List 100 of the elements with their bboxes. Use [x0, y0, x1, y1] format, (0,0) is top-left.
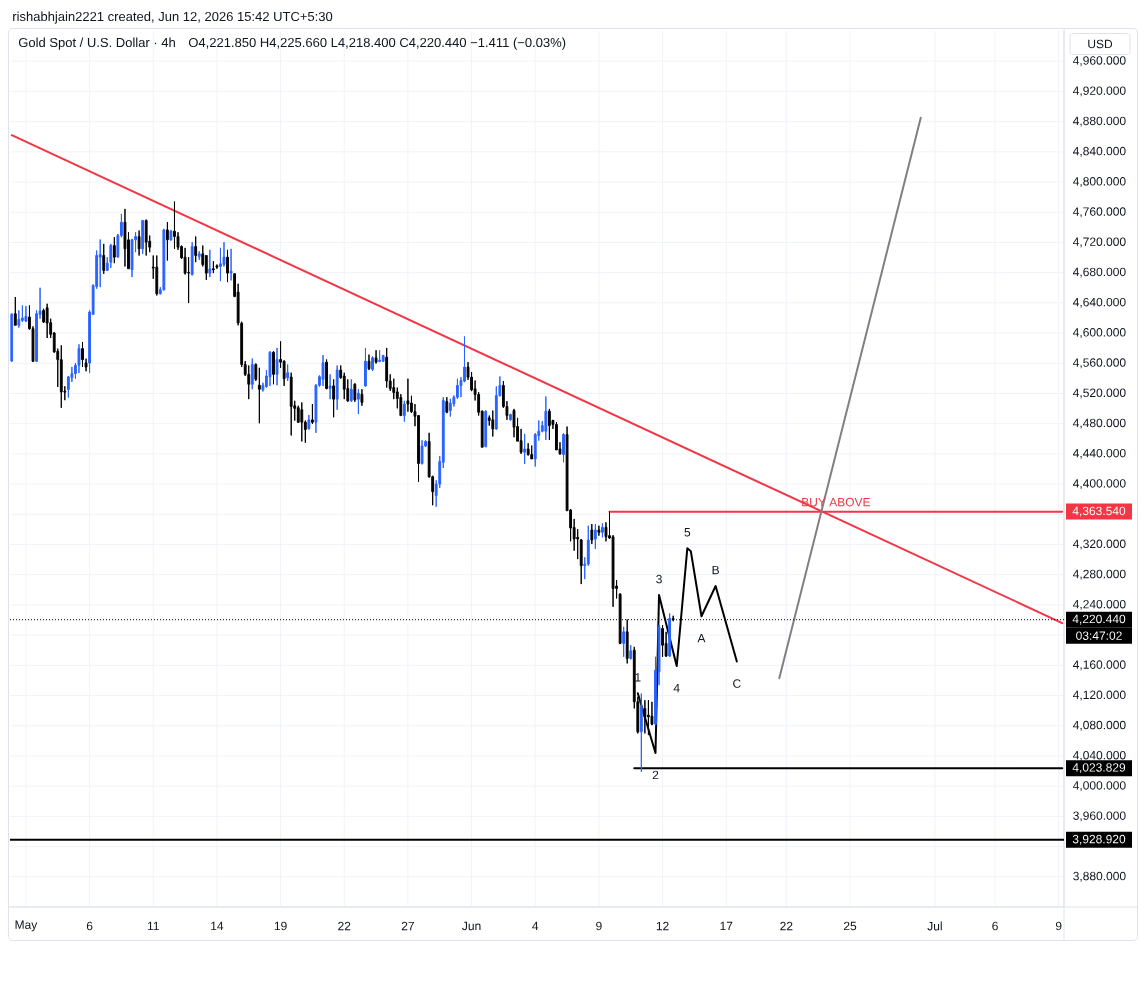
candlestick [448, 398, 452, 418]
x-tick-label: 22 [780, 921, 793, 931]
candlestick [155, 255, 159, 296]
x-tick-label: 6 [86, 921, 93, 931]
y-tick-label: 4,960.000 [1072, 56, 1126, 67]
candlestick [197, 250, 201, 261]
y-tick-label: 4,560.000 [1072, 358, 1126, 369]
candlestick [544, 395, 548, 441]
candlestick [381, 354, 385, 363]
candlestick [356, 388, 360, 415]
candlestick [335, 364, 339, 411]
text: rishabhjain2221 created, Jun 12, 2026 15:42 UTC+5:30 [13, 11, 333, 24]
candlestick [402, 400, 406, 423]
candlestick [491, 410, 495, 438]
chart-subtitle: O4,221.850 H4,225.660 L4,218.400 C4,220.440 −1.411 (−0.03%) [188, 37, 566, 50]
candlestick [364, 347, 367, 388]
candlestick [215, 263, 219, 270]
candlestick [484, 410, 488, 448]
candlestick [275, 347, 279, 386]
annotation: A [697, 634, 706, 643]
candlestick [530, 445, 534, 460]
candlestick [173, 201, 176, 250]
candlestick [661, 624, 664, 658]
candlestick [367, 354, 371, 371]
y-tick-label: 4,440.000 [1072, 448, 1126, 459]
y-tick-label: 4,400.000 [1072, 479, 1126, 490]
candlestick [247, 364, 251, 400]
candlestick [190, 241, 194, 276]
candlestick [13, 296, 17, 326]
candlestick [144, 219, 148, 256]
candlestick [310, 403, 314, 425]
y-tick-label: 4,320.000 [1072, 539, 1126, 550]
candlestick [24, 305, 28, 323]
candlestick [349, 378, 353, 403]
candlestick [194, 236, 198, 263]
candlestick [371, 355, 374, 372]
candlestick [102, 243, 106, 275]
annotation: 5 [684, 528, 691, 537]
y-tick-label: 4,080.000 [1072, 720, 1126, 731]
candlestick [668, 612, 672, 658]
candlestick [374, 349, 378, 364]
candlestick [643, 699, 647, 734]
candlestick [137, 230, 141, 256]
candlestick [420, 439, 424, 465]
candlestick [300, 401, 304, 442]
candlestick [406, 378, 410, 413]
candlestick [328, 373, 332, 400]
y-tick-label: 4,920.000 [1072, 86, 1126, 97]
candlestick [601, 522, 604, 538]
y-tick-label: 4,120.000 [1072, 690, 1126, 701]
candlestick [254, 362, 258, 382]
x-tick-label: 11 [147, 921, 159, 931]
annotation: B [712, 565, 719, 575]
candlestick [622, 626, 626, 658]
candlestick [81, 341, 84, 368]
candlestick [597, 525, 601, 537]
candlestick [98, 238, 102, 288]
y-tick-label: 4,480.000 [1072, 418, 1126, 429]
candlestick [250, 358, 254, 390]
candlestick [229, 248, 233, 281]
x-tick-label: 27 [401, 921, 414, 931]
x-tick-label: 9 [596, 921, 602, 931]
x-tick-label: 14 [211, 921, 224, 931]
candlestick [211, 260, 215, 274]
x-tick-label: 25 [843, 921, 857, 931]
chart-title: Gold Spot / U.S. Dollar · 4h [18, 37, 175, 50]
candlestick [325, 358, 328, 390]
annotation: 3 [656, 574, 662, 584]
candlestick [268, 350, 272, 387]
ref-line-label: 3,928.920 [1072, 834, 1126, 845]
candlestick [629, 644, 633, 660]
annotation: 2 [652, 770, 659, 780]
x-tick-label: 4 [532, 921, 539, 931]
candlestick [141, 219, 145, 255]
x-tick-label: Jul [927, 921, 942, 931]
y-tick-label: 4,720.000 [1072, 237, 1126, 248]
candlestick [59, 344, 63, 409]
candlestick [547, 408, 551, 441]
x-tick-label: 22 [338, 921, 351, 931]
x-tick-label: 19 [274, 921, 287, 931]
y-tick-label: 4,600.000 [1072, 328, 1126, 339]
candlestick [353, 382, 357, 403]
y-tick-label: 4,280.000 [1072, 569, 1126, 580]
candlestick [226, 249, 229, 283]
candlestick [593, 523, 597, 550]
candlestick [307, 414, 311, 430]
y-tick-label: 3,880.000 [1073, 871, 1126, 882]
y-tick-label: 4,240.000 [1072, 599, 1126, 610]
x-tick-label: May [15, 920, 38, 932]
candlestick [17, 309, 21, 329]
y-tick-label: 4,800.000 [1072, 177, 1126, 187]
candlestick [165, 221, 169, 261]
x-tick-label: 12 [656, 921, 669, 931]
y-tick-label: 4,760.000 [1072, 207, 1126, 218]
candlestick [169, 229, 173, 242]
candlestick [555, 421, 558, 451]
candlestick [289, 372, 293, 436]
candlestick [523, 433, 527, 465]
candlestick [332, 378, 336, 418]
candlestick [445, 396, 449, 414]
